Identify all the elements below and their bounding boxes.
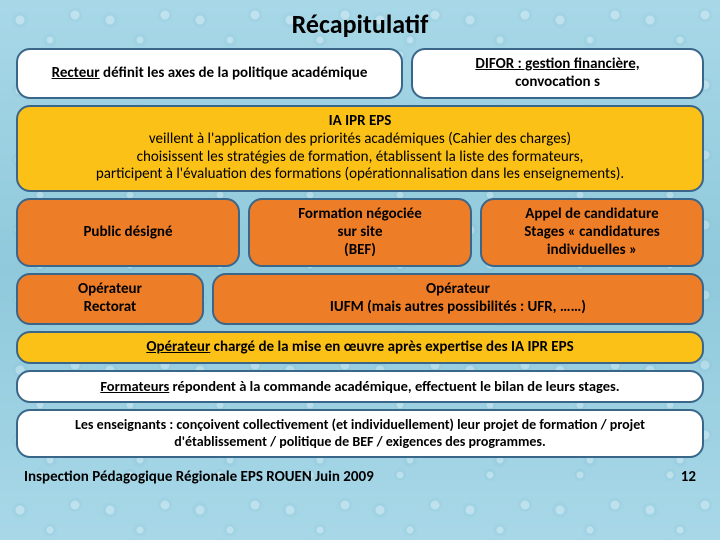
- box-op-rectorat: Opérateur Rectorat: [16, 273, 204, 324]
- box-difor: DIFOR : gestion financière, convocation …: [411, 48, 704, 99]
- op-right-l1: Opérateur: [426, 281, 490, 299]
- ia-l1: veillent à l'application des priorités a…: [149, 131, 571, 149]
- appel-l1: Appel de candidature: [525, 206, 658, 224]
- op-left-l2: Rectorat: [84, 299, 137, 317]
- row-top: Recteur définit les axes de la politique…: [16, 48, 704, 99]
- box-formation: Formation négociée sur site (BEF): [248, 198, 472, 267]
- row-operator: Opérateur Rectorat Opérateur IUFM (mais …: [16, 273, 704, 324]
- slide-content: Récapitulatif Recteur définit les axes d…: [0, 0, 720, 540]
- page-number: 12: [681, 468, 696, 486]
- formation-l2: sur site: [338, 224, 383, 242]
- box-operateur-charge: Opérateur chargé de la mise en œuvre apr…: [16, 331, 704, 365]
- recteur-lead: Recteur: [52, 64, 100, 82]
- appel-l3: individuelles »: [547, 242, 637, 260]
- op-right-l2: IUFM (mais autres possibilités : UFR, ………: [330, 299, 586, 317]
- ia-head: IA IPR EPS: [329, 113, 392, 131]
- op-left-l1: Opérateur: [78, 281, 142, 299]
- difor-sub: convocation s: [515, 74, 600, 92]
- formation-l1: Formation négociée: [298, 206, 422, 224]
- box-op-iufm: Opérateur IUFM (mais autres possibilités…: [212, 273, 704, 324]
- slide-title: Récapitulatif: [16, 8, 704, 40]
- box-appel: Appel de candidature Stages « candidatur…: [480, 198, 704, 267]
- enseignants-text: Les enseignants : conçoivent collectivem…: [28, 417, 692, 450]
- ia-l2: choisissent les stratégies de formation,…: [137, 149, 584, 167]
- op-charge-rest: chargé de la mise en œuvre après experti…: [210, 338, 573, 356]
- recteur-rest: définit les axes de la politique académi…: [100, 64, 368, 82]
- box-public: Public désigné: [16, 198, 240, 267]
- box-formateurs: Formateurs répondent à la commande acadé…: [16, 370, 704, 403]
- op-charge-lead: Opérateur: [146, 338, 210, 356]
- ia-l3: participent à l'évaluation des formation…: [96, 166, 624, 184]
- formation-l3: (BEF): [344, 242, 376, 260]
- public-text: Public désigné: [83, 224, 172, 242]
- difor-main: DIFOR : gestion financière,: [475, 56, 639, 74]
- formateurs-lead: Formateurs: [100, 377, 169, 395]
- box-enseignants: Les enseignants : conçoivent collectivem…: [16, 409, 704, 458]
- footer-left: Inspection Pédagogique Régionale EPS ROU…: [24, 468, 374, 486]
- formateurs-rest: répondent à la commande académique, effe…: [169, 377, 619, 395]
- appel-l2: Stages « candidatures: [524, 224, 660, 242]
- box-ia-ipr: IA IPR EPS veillent à l'application des …: [16, 105, 704, 192]
- row-middle: Public désigné Formation négociée sur si…: [16, 198, 704, 267]
- footer: Inspection Pédagogique Régionale EPS ROU…: [16, 464, 704, 486]
- box-recteur: Recteur définit les axes de la politique…: [16, 48, 403, 99]
